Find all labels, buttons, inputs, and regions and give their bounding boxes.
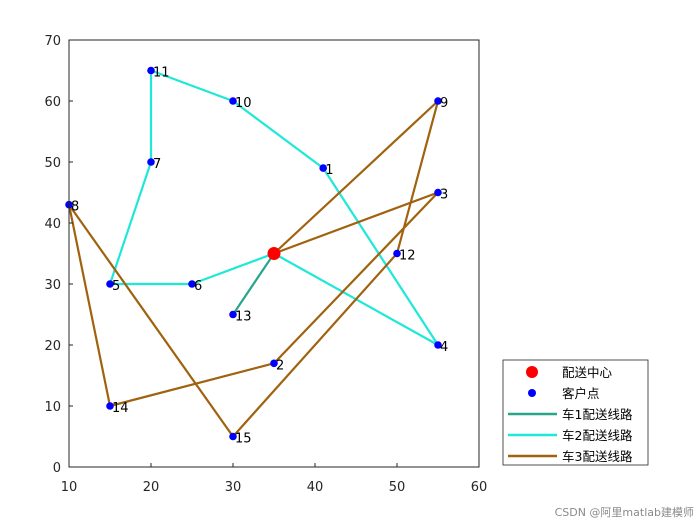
legend-label-route1: 车1配送线路 [562,407,633,422]
customer-point-label: 3 [440,188,448,203]
customer-point [434,97,442,105]
y-tick-label: 50 [44,156,61,171]
legend-label-depot: 配送中心 [562,365,613,380]
legend-label-route3: 车3配送线路 [562,449,633,464]
customer-point-label: 13 [235,310,252,325]
customer-point [229,310,237,319]
customer-point-label: 6 [194,279,202,294]
customer-point [229,97,237,105]
customer-point-label: 8 [71,200,79,215]
legend: 配送中心 客户点 车1配送线路 车2配送线路 车3配送线路 [502,359,649,466]
customer-point [147,158,155,166]
y-tick-label: 10 [44,400,61,415]
customer-point-label: 14 [112,401,129,416]
customer-point-label: 9 [440,96,448,111]
legend-label-route2: 车2配送线路 [562,428,633,443]
x-tick-label: 10 [61,480,78,495]
x-tick-label: 60 [471,480,488,495]
customer-point-label: 12 [399,249,416,264]
x-tick-label: 30 [225,480,242,495]
customer-point-label: 2 [276,358,284,373]
customer-point [434,341,442,349]
axes-box [68,39,480,468]
customer-point [188,280,196,288]
customer-point-label: 11 [153,66,170,81]
customer-point-label: 1 [325,163,333,178]
customer-point-label: 7 [153,157,161,172]
customer-point [319,164,328,172]
legend-box [502,359,649,466]
x-tick-label: 20 [143,480,160,495]
route-line-vehicle-1 [232,252,275,316]
y-tick-label: 40 [44,217,61,232]
customer-point [106,402,114,410]
customer-point [393,249,401,258]
y-axis: 0 10 20 30 40 50 60 70 [44,34,73,476]
customer-point-label: 10 [235,96,252,111]
legend-label-customer: 客户点 [562,386,600,401]
y-tick-label: 60 [44,95,61,110]
customer-point-label: 5 [112,279,120,294]
y-tick-label: 30 [44,278,61,293]
customer-point-label: 4 [440,340,448,355]
y-tick-label: 70 [44,34,61,49]
x-tick-label: 50 [389,480,406,495]
y-tick-label: 0 [53,461,61,476]
markers-layer [65,66,442,441]
legend-customer-marker [528,389,536,397]
watermark: CSDN @阿里matlab建模师 [555,505,694,519]
depot-point [267,247,281,260]
customer-point [106,280,114,288]
customer-point [229,432,237,441]
customer-point [434,188,442,197]
y-tick-label: 20 [44,339,61,354]
legend-depot-marker [526,366,538,378]
customer-point [270,359,278,368]
x-tick-label: 40 [307,480,324,495]
x-axis: 10 20 30 40 50 60 [61,463,488,495]
customer-point [147,66,155,75]
customer-point-label: 15 [235,432,252,447]
